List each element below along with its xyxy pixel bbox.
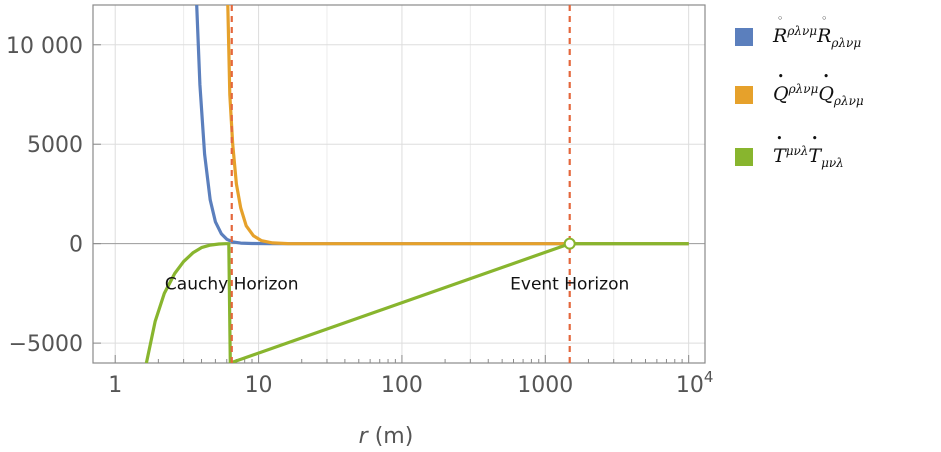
legend-item-1: ◦ Rρλνμ ◦ Rρλνμ: [735, 12, 862, 54]
legend-swatch: [735, 28, 753, 46]
gridlines: [93, 5, 705, 363]
marker-group: [563, 237, 576, 250]
plot-border: [92, 4, 706, 364]
horizon-lines: [230, 5, 571, 363]
annotation-2: Event Horizon: [510, 274, 629, 294]
legend-swatch: [735, 148, 753, 166]
y-tick-label: −5000: [9, 332, 83, 357]
annotations: Cauchy Horizon Event Horizon: [165, 274, 629, 294]
y-tick-label: 0: [69, 233, 83, 258]
y-tick-label: 5000: [27, 133, 83, 158]
x-tick-label: 10: [245, 373, 273, 398]
legend-item-3: • Tμνλ • Tμνλ: [735, 132, 844, 174]
series-group: [144, 5, 689, 363]
legend-item-2: • Qρλνμ • Qρλνμ: [735, 70, 864, 112]
x-tick-label: 1: [108, 373, 122, 398]
series-line-2: [226, 5, 689, 246]
plot-frame: [92, 4, 706, 364]
legend-swatch: [735, 86, 753, 104]
tick-labels: 1 10 100 1000 104 −5000 0 5000 10 000: [6, 34, 713, 398]
legend-label: ◦ Rρλνμ ◦ Rρλνμ: [773, 12, 862, 51]
legend-label: • Tμνλ • Tμνλ: [773, 132, 844, 171]
x-axis-label: r (m): [359, 424, 414, 449]
x-tick-label: 1000: [517, 373, 573, 398]
series-line-3: [144, 242, 689, 363]
series-line-1: [195, 5, 689, 246]
x-tick-label: 104: [676, 368, 714, 398]
event-horizon-marker: [563, 237, 576, 250]
x-tick-label: 100: [381, 373, 423, 398]
y-tick-label: 10 000: [6, 34, 83, 59]
annotation-1: Cauchy Horizon: [165, 274, 299, 294]
legend-label: • Qρλνμ • Qρλνμ: [773, 70, 864, 109]
